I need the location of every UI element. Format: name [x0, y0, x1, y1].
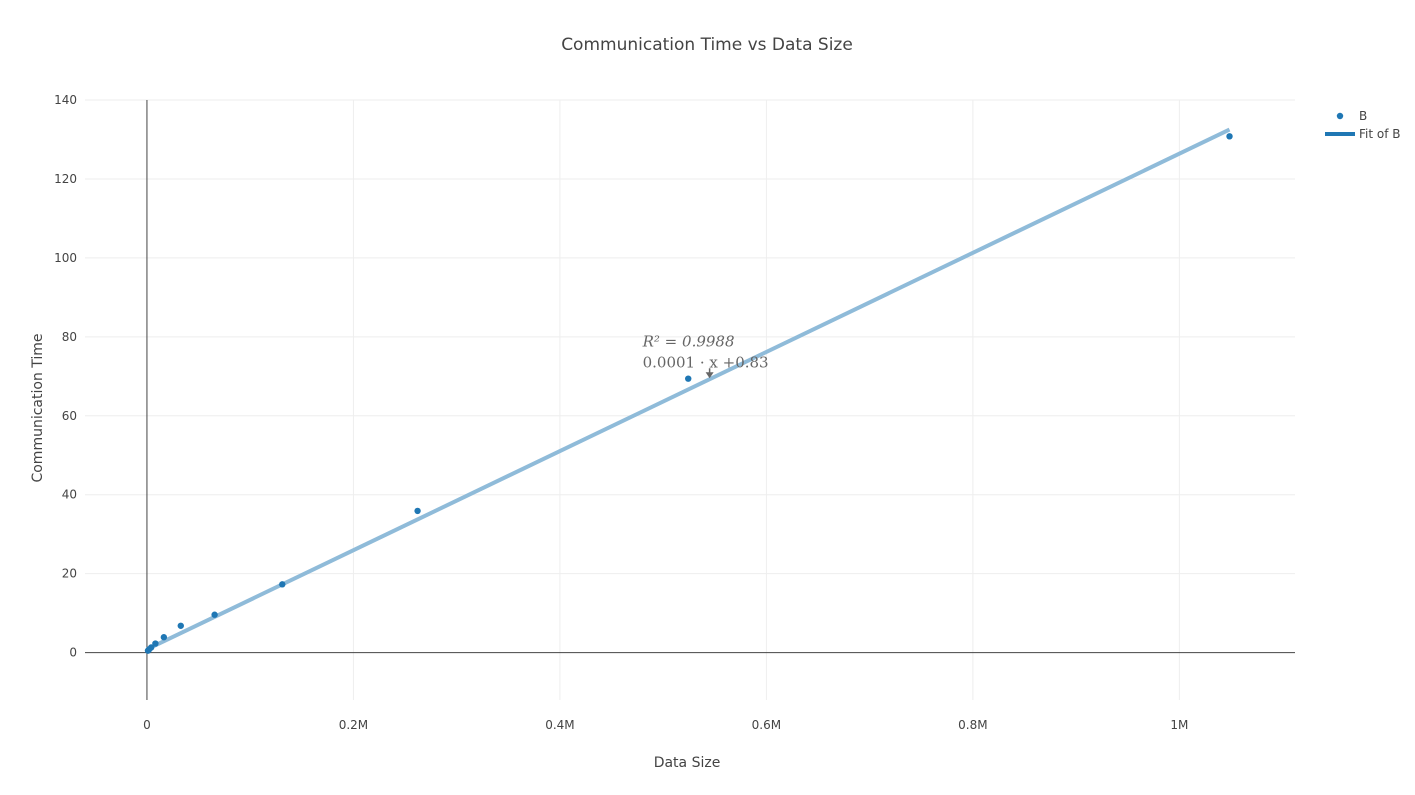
legend[interactable]: B Fit of B [1325, 109, 1401, 141]
data-point [685, 375, 692, 382]
y-tick-label: 80 [62, 330, 77, 344]
y-tick-label: 0 [69, 646, 77, 660]
x-tick-label: 0.4M [545, 718, 574, 732]
series [144, 127, 1233, 654]
y-tick-label: 20 [62, 567, 77, 581]
annotation: R² = 0.9988 0.0001 · x +0.83 [642, 332, 769, 379]
x-tick-label: 0.8M [958, 718, 987, 732]
y-tick-label: 120 [54, 172, 77, 186]
data-point [211, 611, 218, 618]
legend-marker-b [1336, 112, 1344, 120]
annotation-equation: 0.0001 · x +0.83 [643, 353, 769, 371]
y-tick-label: 100 [54, 251, 77, 265]
y-axis-label: Communication Time [30, 333, 46, 482]
fit-line [146, 127, 1231, 652]
data-point [177, 622, 184, 629]
x-tick-label: 0 [143, 718, 151, 732]
grid [85, 99, 1295, 700]
data-point [152, 640, 159, 647]
annotation-r2: R² = 0.9988 [642, 332, 735, 350]
x-tick-label: 1M [1170, 718, 1188, 732]
y-tick-label: 140 [54, 93, 77, 107]
y-tick-label: 60 [62, 409, 77, 423]
data-point [147, 644, 155, 651]
legend-label-b: B [1359, 109, 1367, 123]
data-point [414, 507, 421, 515]
x-axis-label: Data Size [654, 755, 721, 771]
x-tick-label: 0.6M [752, 718, 781, 732]
y-tick-label: 40 [62, 488, 77, 502]
x-tick-label: 0.2M [339, 718, 368, 732]
annotation-arrow-head [705, 372, 714, 379]
legend-label-fit: Fit of B [1359, 127, 1401, 141]
data-point [279, 581, 286, 588]
chart-title: Communication Time vs Data Size [561, 35, 853, 55]
data-point [160, 634, 168, 641]
data-point [1226, 133, 1233, 140]
axes: 0 0.2M 0.4M 0.6M 0.8M 1M 0 20 40 60 80 100 120 140 [54, 93, 1295, 732]
